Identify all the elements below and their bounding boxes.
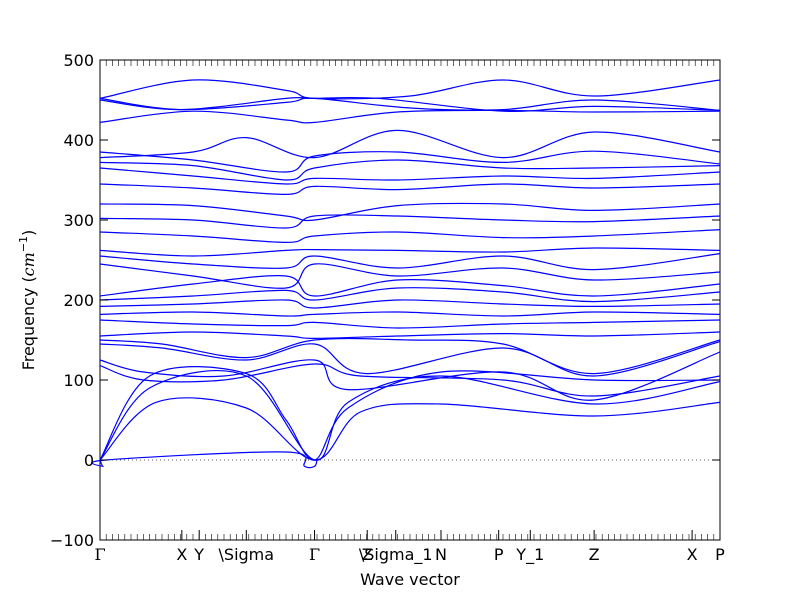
high-symmetry-label: P	[715, 545, 725, 564]
high-symmetry-label: P	[494, 545, 504, 564]
y-tick-label: 100	[63, 371, 94, 390]
phonon-branch-line	[99, 247, 721, 257]
y-tick-label: 400	[63, 131, 94, 150]
phonon-branch-line	[99, 299, 721, 309]
phonon-branch-line	[99, 150, 721, 173]
high-symmetry-label: Γ	[309, 545, 320, 564]
phonon-branch-line	[99, 202, 721, 222]
phonon-branch-line	[99, 366, 721, 461]
y-tick-label: 0	[84, 451, 94, 470]
x-axis-label: Wave vector	[360, 570, 460, 589]
phonon-branch-line	[99, 167, 721, 185]
phonon-branch-line	[91, 451, 318, 469]
phonon-branch-line	[99, 253, 721, 271]
high-symmetry-label: Γ	[94, 545, 105, 564]
y-tick-label: 200	[63, 291, 94, 310]
phonon-branch-line	[99, 287, 721, 303]
phonon-branch-line	[99, 159, 721, 181]
phonon-branch-line	[99, 363, 721, 397]
phonon-branch-line	[99, 229, 721, 244]
high-symmetry-label: X	[176, 545, 187, 564]
phonon-branch-line	[99, 96, 721, 112]
y-tick-label: −100	[50, 531, 94, 550]
y-tick-label: 300	[63, 211, 94, 230]
high-symmetry-label: Y_1	[515, 545, 544, 565]
high-symmetry-label: N	[435, 545, 447, 564]
phonon-branch-line	[99, 129, 721, 159]
phonon-branch-line	[99, 275, 721, 297]
high-symmetry-label: Y	[193, 545, 204, 564]
y-tick-label: 500	[63, 51, 94, 70]
phonon-branch-line	[99, 319, 721, 329]
phonon-branch-line	[99, 337, 721, 375]
high-symmetry-label: Z	[362, 545, 373, 564]
phonon-branch-line	[99, 183, 721, 196]
high-symmetry-label: \Sigma	[219, 545, 275, 564]
phonon-branch-line	[99, 397, 721, 461]
phonon-branch-line	[99, 351, 721, 401]
high-symmetry-label: \Sigma_1	[359, 545, 433, 565]
phonon-branch-line	[99, 370, 721, 461]
phonon-branch-line	[99, 109, 721, 124]
series-group	[91, 79, 721, 469]
high-symmetry-label: Z	[589, 545, 600, 564]
phonon-branch-line	[99, 311, 721, 317]
y-axis-label: Frequency (cm−1)	[17, 230, 38, 371]
phonon-branch-line	[99, 214, 721, 229]
x-axis-ticks: Γ X Y \Sigma Γ Z\Sigma_1 N P Y_1 Z X P	[94, 530, 725, 565]
phonon-branch-line	[99, 331, 721, 340]
high-symmetry-label: X	[687, 545, 698, 564]
y-axis-ticks: −100 0 100 200 300 400 500	[50, 51, 720, 550]
phonon-branch-line	[99, 341, 721, 377]
phonon-branch-line	[99, 263, 721, 289]
